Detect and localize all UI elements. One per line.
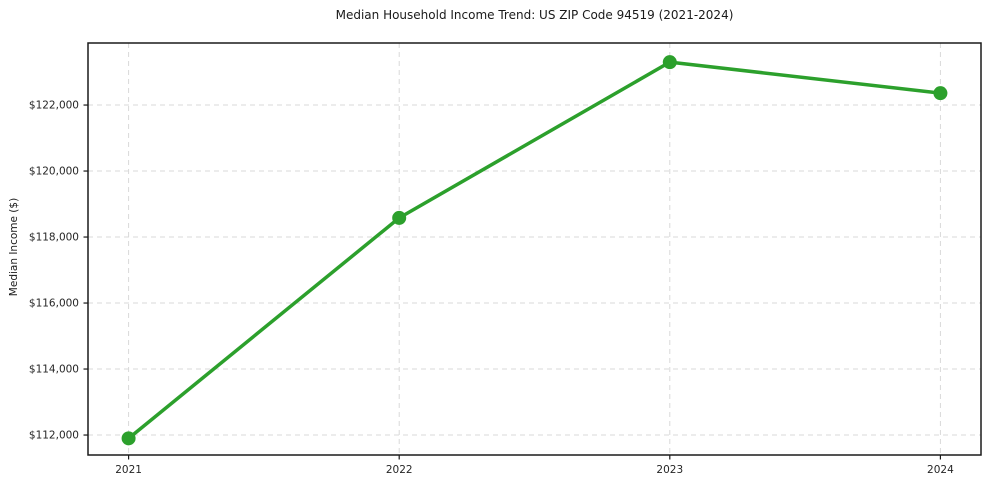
- y-tick-label: $120,000: [29, 166, 79, 178]
- data-point-marker: [662, 55, 677, 70]
- x-tick-label: 2022: [386, 464, 413, 476]
- x-tick-label: 2021: [115, 464, 142, 476]
- chart-title: Median Household Income Trend: US ZIP Co…: [335, 8, 734, 22]
- y-tick-label: $114,000: [29, 364, 79, 376]
- y-tick-label: $118,000: [29, 232, 79, 244]
- x-tick-label: 2023: [656, 464, 683, 476]
- y-tick-label: $116,000: [29, 298, 79, 310]
- y-tick-label: $122,000: [29, 100, 79, 112]
- trend-line: [126, 60, 943, 441]
- y-tick-label: $112,000: [29, 430, 79, 442]
- x-tick-label: 2024: [927, 464, 954, 476]
- data-point-marker: [392, 210, 407, 225]
- data-point-marker: [933, 86, 948, 101]
- plot-border: [87, 42, 982, 456]
- data-point-marker: [121, 431, 136, 446]
